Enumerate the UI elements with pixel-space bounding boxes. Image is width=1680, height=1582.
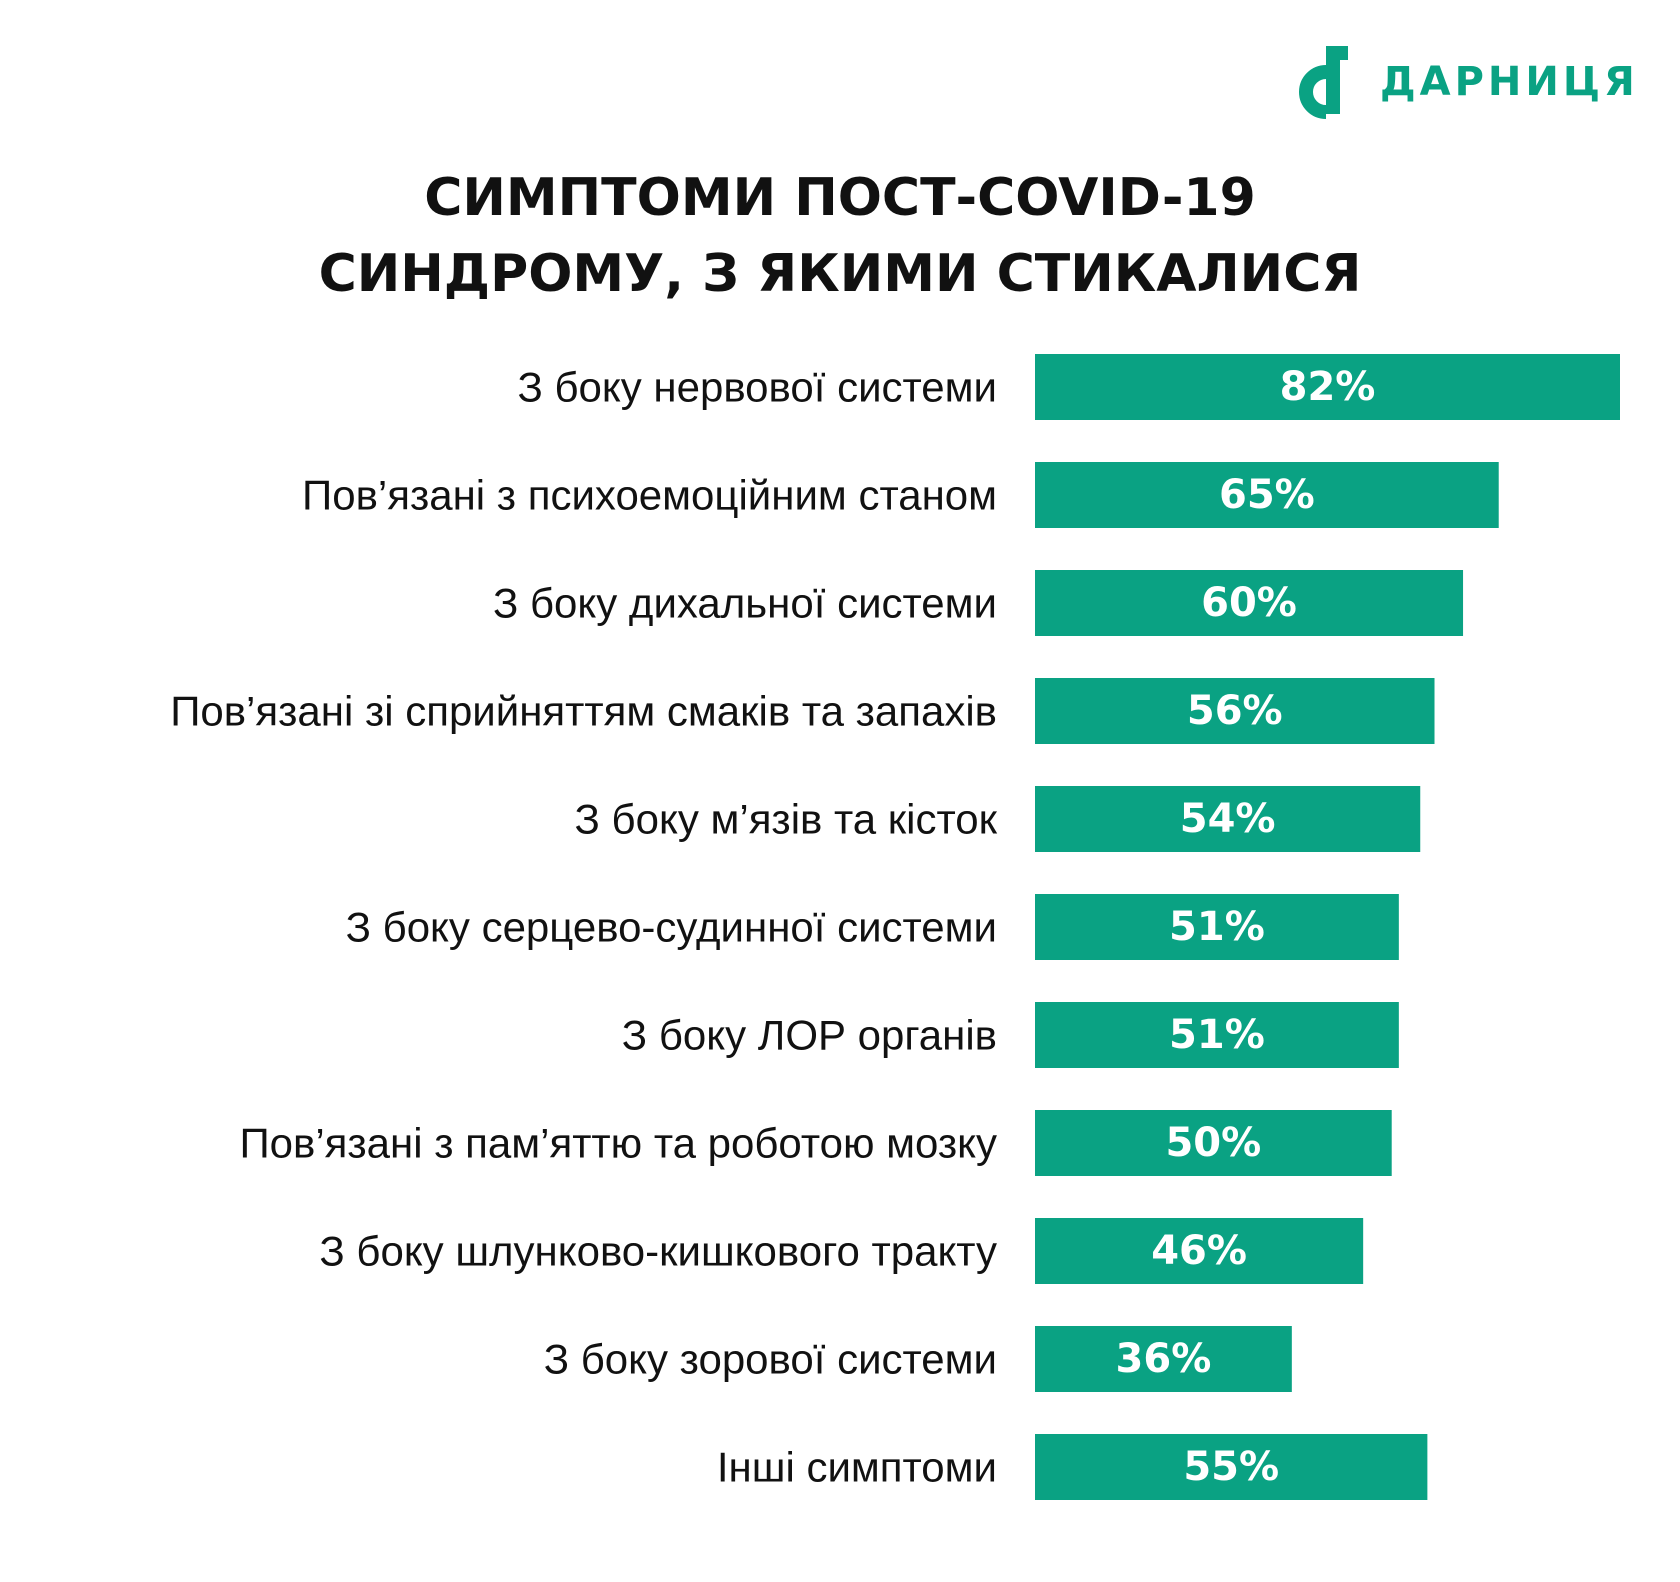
bar-value-label: 54% xyxy=(1180,796,1276,842)
bar xyxy=(1035,1110,1392,1176)
category-label: З боку дихальної системи xyxy=(493,580,997,627)
category-label: З боку ЛОР органів xyxy=(622,1012,997,1059)
bar-value-label: 60% xyxy=(1201,580,1297,626)
category-label: Пов’язані з пам’яттю та роботою мозку xyxy=(239,1120,997,1167)
bar-row: 50% Пов’язані з пам’яттю та роботою мозку xyxy=(239,1110,1392,1176)
bar-value-label: 36% xyxy=(1116,1336,1212,1382)
bar xyxy=(1035,894,1399,960)
bar-row: 54% З боку м’язів та кісток xyxy=(575,786,1421,852)
category-label: З боку шлунково-кишкового тракту xyxy=(319,1228,997,1275)
bar-row: 60% З боку дихальної системи xyxy=(493,570,1464,636)
bar-value-label: 51% xyxy=(1169,1012,1265,1058)
bar-value-label: 50% xyxy=(1165,1120,1261,1166)
bar-value-label: 65% xyxy=(1219,472,1315,518)
darnytsia-d-logo-icon xyxy=(1299,46,1348,119)
bar-row: 36% З боку зорової системи xyxy=(544,1326,1292,1392)
category-label: Інші симптоми xyxy=(717,1444,997,1491)
brand-logo: ДАРНИЦЯ xyxy=(1290,44,1639,120)
bar xyxy=(1035,786,1421,852)
bar-row: 46% З боку шлунково-кишкового тракту xyxy=(319,1218,1364,1284)
bar xyxy=(1035,570,1464,636)
bar-value-label: 51% xyxy=(1169,904,1265,950)
page-title: СИМПТОМИ ПОСТ-COVID-19 СИНДРОМУ, З ЯКИМИ… xyxy=(0,160,1680,312)
category-label: З боку серцево-судинної системи xyxy=(346,904,997,951)
bar xyxy=(1035,462,1499,528)
category-label: Пов’язані зі сприйняттям смаків та запах… xyxy=(170,688,997,735)
bar-row: 55% Інші симптоми xyxy=(717,1434,1428,1500)
category-label: З боку м’язів та кісток xyxy=(575,796,998,843)
category-label: З боку нервової системи xyxy=(517,364,997,411)
bar xyxy=(1035,678,1435,744)
bar xyxy=(1035,1002,1399,1068)
bar-value-label: 46% xyxy=(1151,1228,1247,1274)
bar-row: 56% Пов’язані зі сприйняттям смаків та за… xyxy=(170,678,1435,744)
brand-name: ДАРНИЦЯ xyxy=(1380,59,1639,105)
title-line-2: СИНДРОМУ, З ЯКИМИ СТИКАЛИСЯ xyxy=(318,244,1362,304)
bar xyxy=(1035,354,1620,420)
bar xyxy=(1035,1434,1428,1500)
title-line-1: СИМПТОМИ ПОСТ-COVID-19 xyxy=(424,168,1256,228)
category-label: Пов’язані з психоемоційним станом xyxy=(302,472,997,519)
bar xyxy=(1035,1218,1364,1284)
bar-row: 82% З боку нервової системи xyxy=(517,354,1620,420)
bar-value-label: 56% xyxy=(1187,688,1283,734)
category-label: З боку зорової системи xyxy=(544,1336,997,1383)
bar xyxy=(1035,1326,1292,1392)
bar-row: 51% З боку ЛОР органів xyxy=(622,1002,1399,1068)
bar-value-label: 82% xyxy=(1280,364,1376,410)
bar-row: 65% Пов’язані з психоемоційним станом xyxy=(302,462,1499,528)
bar-row: 51% З боку серцево-судинної системи xyxy=(346,894,1399,960)
bar-value-label: 55% xyxy=(1183,1444,1279,1490)
